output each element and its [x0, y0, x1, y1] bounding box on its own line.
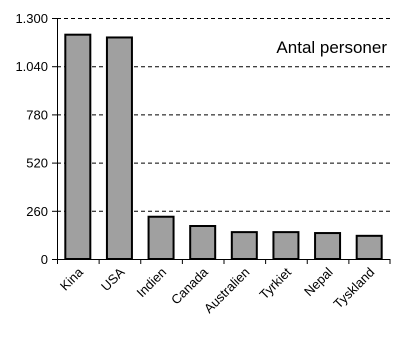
x-category-label: Indien	[134, 265, 170, 301]
x-category-label: Tyrkiet	[256, 264, 294, 302]
bar	[64, 33, 92, 260]
bar	[272, 231, 300, 261]
y-tick-label: 0	[41, 252, 48, 267]
y-tick-labels: 0 260 520 780 1.040 1.300	[15, 11, 48, 267]
y-tick-label: 780	[26, 107, 48, 122]
y-tick-label: 1.040	[15, 59, 48, 74]
x-category-label: Nepal	[301, 264, 336, 299]
x-category-label: Tyskland	[330, 265, 377, 312]
bar	[147, 215, 175, 261]
bars	[64, 33, 383, 261]
bar	[355, 234, 383, 260]
y-tick-label: 520	[26, 156, 48, 171]
bar	[105, 36, 133, 261]
bar	[230, 231, 258, 261]
axes	[52, 18, 391, 264]
x-category-label: Australien	[201, 265, 252, 316]
bar	[189, 225, 217, 261]
bar	[314, 232, 342, 261]
y-tick-label: 260	[26, 204, 48, 219]
chart-title: Antal personer	[276, 38, 387, 57]
x-category-label: Kina	[57, 264, 87, 294]
y-tick-label: 1.300	[15, 11, 48, 26]
x-category-label: USA	[98, 264, 128, 294]
